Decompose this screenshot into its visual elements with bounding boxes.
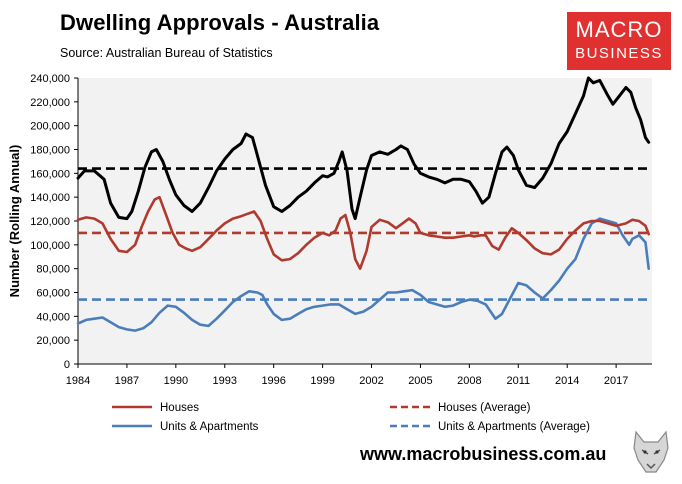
wolf-logo-icon [633,430,669,473]
x-tick-label: 2017 [604,375,628,387]
legend-label-houses-average-: Houses (Average) [438,402,531,414]
series-line-units-apartments [76,217,651,332]
dwelling-approvals-chart: 0 20,000 40,000 60,000 80,000 100,000 120,000 1… [7,73,652,433]
legend-label-houses: Houses [160,402,199,414]
logo-line2: BUSINESS [575,45,663,62]
x-tick-label: 1987 [115,375,139,387]
macrobusiness-logo[interactable]: MACRO BUSINESS [567,12,671,70]
x-tick-label: 2005 [408,375,432,387]
y-tick-label: 180,000 [30,145,70,157]
logo-line1: MACRO [575,17,663,42]
y-tick-label: 220,000 [30,97,70,109]
x-tick-label: 1984 [66,375,90,387]
plot-area [78,78,652,364]
x-tick-label: 1993 [213,375,237,387]
x-tick-label: 1999 [310,375,334,387]
series-line-houses [76,195,651,271]
series-line-total [76,76,651,221]
legend-label-units-apartments: Units & Apartments [160,421,259,433]
y-tick-label: 240,000 [30,73,70,85]
y-tick-label: 0 [64,359,70,371]
x-tick-label: 1996 [261,375,285,387]
y-tick-label: 100,000 [30,240,70,252]
y-tick-label: 20,000 [36,335,70,347]
source-note: Source: Australian Bureau of Statistics [60,46,273,60]
x-tick-label: 2002 [359,375,383,387]
x-tick-label: 1990 [164,375,188,387]
page-title: Dwelling Approvals - Australia [60,10,380,35]
x-tick-label: 2014 [555,375,579,387]
y-tick-label: 140,000 [30,192,70,204]
x-tick-label: 2011 [506,375,530,387]
y-tick-label: 200,000 [30,121,70,133]
y-tick-label: 120,000 [30,216,70,228]
y-tick-label: 160,000 [30,168,70,180]
y-tick-label: 40,000 [36,311,70,323]
legend-label-units-apartments-average-: Units & Apartments (Average) [438,421,590,433]
x-tick-label: 2008 [457,375,481,387]
y-tick-label: 60,000 [36,288,70,300]
website-url[interactable]: www.macrobusiness.com.au [360,444,607,464]
y-axis-label: Number (Rolling Annual) [7,145,22,298]
y-tick-label: 80,000 [36,264,70,276]
